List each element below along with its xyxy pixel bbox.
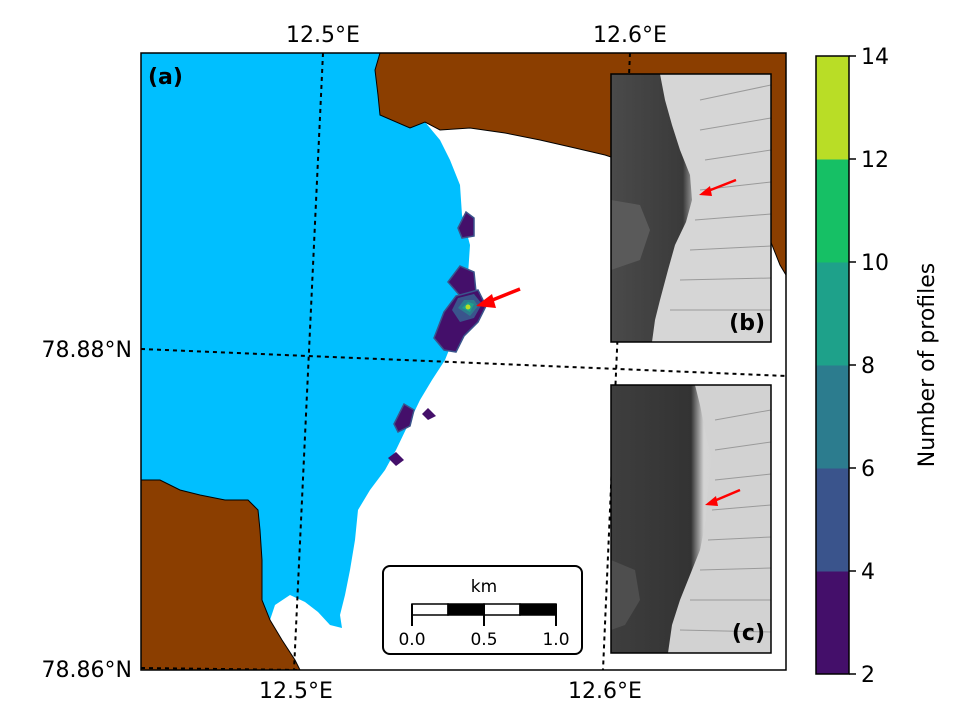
colorbar-tick-label: 6 [861, 457, 875, 482]
inset-b-crevasses [670, 84, 771, 311]
scalebar-unit: km [471, 577, 497, 597]
scalebar: km 0.0 0.5 1.0 [382, 565, 583, 655]
lat-label-1: 78.88°N [42, 338, 132, 363]
colorbar-band [816, 56, 849, 160]
lon-label-top-1: 12.5°E [286, 23, 360, 48]
panel-label-c: (c) [732, 621, 765, 646]
colorbar-tick-label: 14 [861, 45, 889, 70]
arrow-inset-b [699, 178, 737, 196]
panel-label-b: (b) [729, 311, 765, 336]
colorbar-band [816, 468, 849, 572]
scalebar-tick-0: 0.0 [398, 630, 425, 650]
colorbar: 2 4 6 8 10 12 14 Number of profiles [815, 45, 940, 688]
colorbar-tick-label: 4 [861, 560, 875, 585]
colorbar-band [816, 365, 849, 469]
arrow-inset-c [705, 488, 741, 506]
contour-patch [422, 408, 436, 420]
inset-c-crevasses [679, 409, 771, 633]
contour-patch [457, 210, 475, 239]
contour-patch [393, 402, 415, 434]
panel-label-a: (a) [148, 65, 183, 90]
map-frame [140, 52, 787, 671]
inset-b-ice [652, 74, 771, 342]
land-southwest [141, 479, 301, 670]
inset-c-water [611, 560, 640, 630]
colorbar-tick-label: 8 [861, 354, 875, 379]
ocean-region [141, 53, 470, 628]
colorbar-band [816, 159, 849, 263]
inset-c-ice [668, 385, 771, 653]
scalebar-tick-1: 0.5 [470, 630, 497, 650]
inset-c: (c) [610, 384, 772, 654]
inset-b-water [611, 200, 650, 270]
colorbar-ticks: 2 4 6 8 10 12 14 [849, 45, 889, 688]
lon-label-bottom-2: 12.6°E [568, 679, 642, 704]
arrow-main [476, 287, 521, 308]
graticule [141, 53, 786, 670]
profile-contours [388, 210, 487, 466]
colorbar-band [816, 571, 849, 675]
inset-b: (b) [610, 73, 772, 343]
contour-peak [465, 304, 471, 310]
scalebar-tick-2: 1.0 [542, 630, 569, 650]
colorbar-title: Number of profiles [915, 263, 940, 468]
colorbar-tick-label: 10 [861, 251, 889, 276]
colorbar-bands [816, 56, 849, 675]
lon-label-top-2: 12.6°E [593, 23, 667, 48]
colorbar-band [816, 262, 849, 366]
colorbar-tick-label: 12 [861, 148, 889, 173]
colorbar-tick-label: 2 [861, 663, 875, 688]
contour-patch [388, 452, 404, 466]
lat-label-2: 78.86°N [42, 658, 132, 683]
lon-label-bottom-1: 12.5°E [259, 679, 333, 704]
